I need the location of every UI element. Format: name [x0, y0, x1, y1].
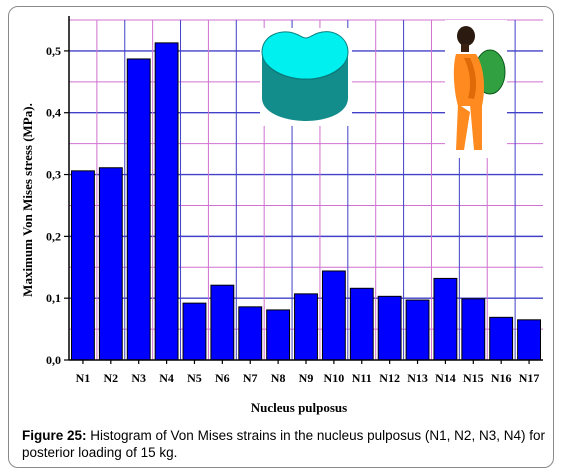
- bar-N10: [321, 270, 346, 361]
- person-with-backpack-icon: [445, 20, 507, 158]
- x-tick-label-N4: N4: [159, 371, 174, 385]
- bar-N4: [154, 42, 179, 361]
- x-tick-label-N14: N14: [435, 371, 456, 385]
- bar-N3: [126, 58, 151, 361]
- y-tick-label: 0,2: [46, 229, 61, 243]
- x-tick-label-N7: N7: [243, 371, 258, 385]
- x-tick-label-N8: N8: [271, 371, 286, 385]
- bar-N14: [433, 277, 458, 361]
- y-tick-label: 0,0: [46, 353, 61, 367]
- bar-N9: [294, 293, 318, 361]
- bar-N6: [210, 284, 235, 361]
- y-tick-label: 0,3: [46, 168, 61, 182]
- y-tick-label: 0,5: [46, 44, 61, 58]
- bar-N11: [349, 287, 374, 361]
- bar-N7: [238, 306, 263, 361]
- x-tick-label-N1: N1: [76, 371, 91, 385]
- axes: [64, 16, 543, 364]
- bar-N16: [489, 316, 514, 361]
- x-tick-label-N5: N5: [187, 371, 202, 385]
- bar-N13: [405, 299, 430, 361]
- y-tick-label: 0,1: [46, 291, 61, 305]
- figure-label: Figure 25:: [22, 428, 87, 443]
- bar-N5: [182, 302, 207, 361]
- x-tick-label-N3: N3: [131, 371, 146, 385]
- bar-N1: [71, 170, 95, 361]
- bars: [71, 42, 541, 361]
- x-tick-label-N12: N12: [379, 371, 400, 385]
- y-tick-label: 0,4: [46, 106, 61, 120]
- x-tick-label-N10: N10: [324, 371, 345, 385]
- x-tick-label-N17: N17: [519, 371, 540, 385]
- tick-labels: 0,0 0,1 0,2 0,3 0,4 0,5 N1 N2 N3 N4 N5 N6 N7 N8 N9 N10 N…: [46, 44, 539, 385]
- figure-caption-text: Histogram of Von Mises strains in the nu…: [22, 428, 545, 460]
- x-axis-title: Nucleus pulposus: [251, 400, 347, 415]
- figure-caption: Figure 25: Histogram of Von Mises strain…: [22, 427, 547, 461]
- bar-N15: [461, 298, 486, 361]
- x-tick-label-N6: N6: [215, 371, 230, 385]
- x-tick-label-N15: N15: [463, 371, 484, 385]
- bar-N12: [377, 295, 402, 361]
- x-tick-label-N16: N16: [491, 371, 512, 385]
- x-tick-label-N9: N9: [299, 371, 314, 385]
- bar-N17: [517, 319, 541, 361]
- bar-N8: [266, 309, 291, 361]
- y-axis-title: Maximum Von Mises stress (MPa).: [20, 103, 35, 297]
- nucleus-disc-icon: [260, 28, 352, 126]
- x-tick-label-N11: N11: [352, 371, 372, 385]
- bar-N2: [98, 167, 123, 361]
- x-tick-label-N13: N13: [407, 371, 428, 385]
- x-tick-label-N2: N2: [103, 371, 118, 385]
